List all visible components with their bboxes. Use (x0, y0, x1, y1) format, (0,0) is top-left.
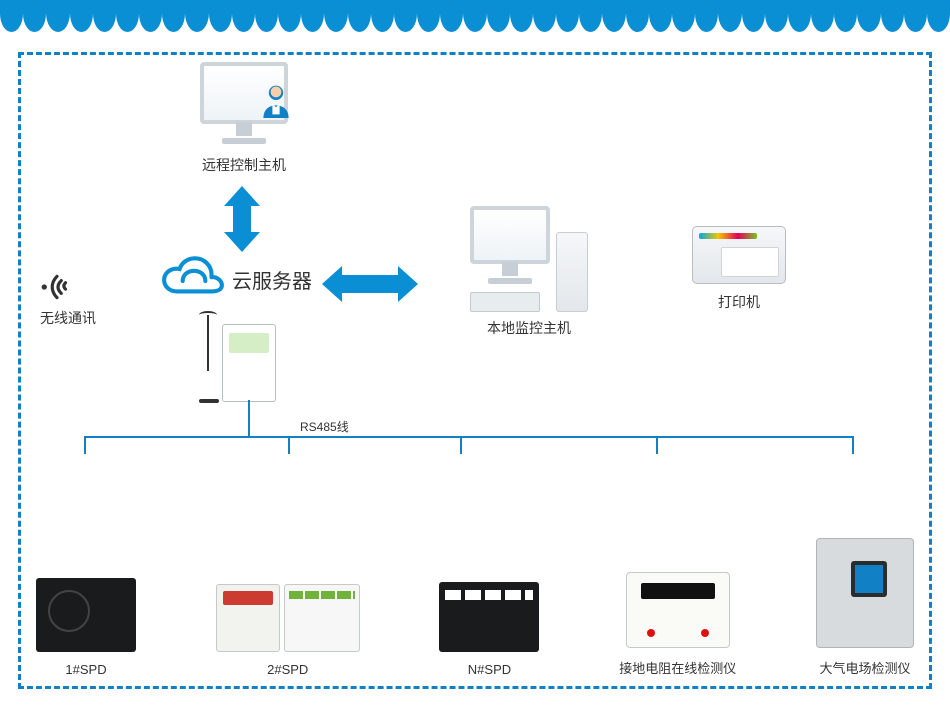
spd2-icon-b (284, 584, 360, 652)
cloud-label: 云服务器 (232, 265, 312, 294)
device-row: 1#SPD 2#SPD N#SPD 接地电阻在线检测仪 大气电场检测仪 (36, 538, 914, 677)
bus-line (84, 436, 852, 438)
gateway-node (222, 324, 276, 402)
printer-label: 打印机 (692, 292, 786, 312)
device-label: 2#SPD (267, 662, 308, 677)
arrow-vertical (224, 186, 260, 252)
spd2-icon-a (216, 584, 280, 652)
device-spd2: 2#SPD (216, 584, 360, 677)
local-host-node: 本地监控主机 (470, 206, 588, 338)
arrow-horizontal (322, 266, 418, 302)
device-spd1: 1#SPD (36, 578, 136, 677)
local-host-label: 本地监控主机 (470, 318, 588, 338)
bus-trunk (248, 400, 250, 436)
printer-icon (692, 226, 786, 284)
antenna-icon (207, 315, 209, 371)
device-field: 大气电场检测仪 (816, 538, 914, 677)
gateway-icon (222, 324, 276, 402)
diagram-page: 远程控制主机 云服务器 无线通讯 (0, 0, 950, 707)
spdn-icon (439, 582, 539, 652)
printer-node: 打印机 (692, 226, 786, 312)
device-label: 大气电场检测仪 (819, 658, 910, 677)
device-label: N#SPD (468, 662, 511, 677)
device-label: 1#SPD (65, 662, 106, 677)
device-ground: 接地电阻在线检测仪 (619, 572, 736, 677)
bus-label: RS485线 (300, 418, 349, 435)
remote-host-label: 远程控制主机 (200, 155, 288, 175)
wireless-node: 无线通讯 (40, 270, 96, 328)
cloud-node: 云服务器 (160, 256, 312, 302)
ground-meter-icon (626, 572, 730, 648)
spd1-icon (36, 578, 136, 652)
wifi-icon (40, 270, 74, 304)
device-spdn: N#SPD (439, 582, 539, 677)
monitor-icon (200, 62, 288, 124)
wireless-label: 无线通讯 (40, 308, 96, 328)
device-label: 接地电阻在线检测仪 (619, 658, 736, 677)
person-icon (258, 82, 294, 118)
remote-host-node: 远程控制主机 (200, 62, 288, 175)
top-pattern (0, 0, 950, 32)
field-box-icon (816, 538, 914, 648)
cloud-icon (160, 256, 226, 302)
pc-icon (470, 206, 588, 312)
